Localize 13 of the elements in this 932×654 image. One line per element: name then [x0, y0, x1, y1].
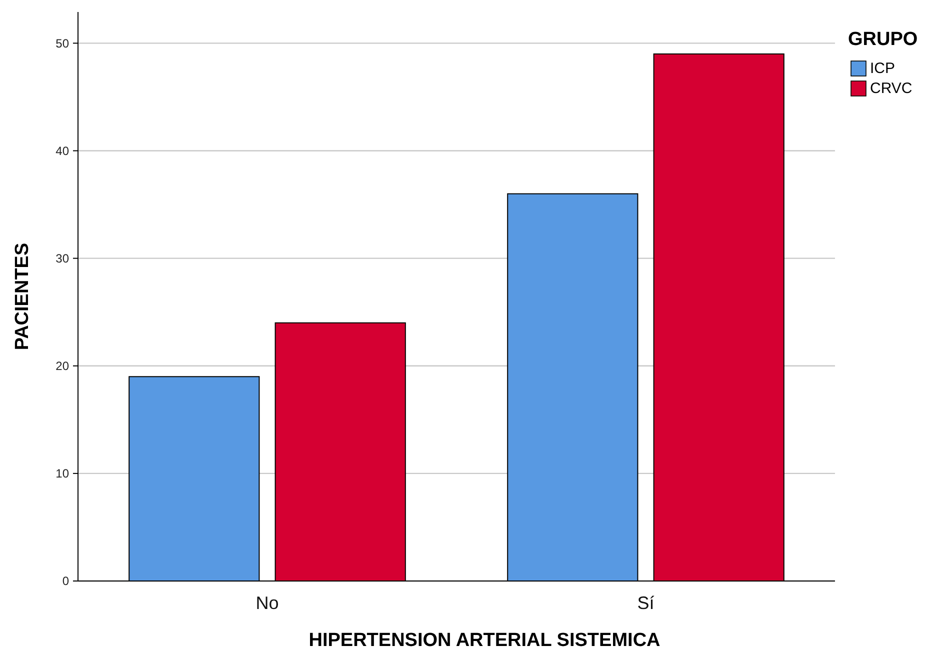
y-tick-label: 50: [56, 36, 70, 50]
legend-title: GRUPO: [848, 29, 918, 50]
y-tick-label: 30: [56, 252, 70, 266]
y-tick-label: 40: [56, 144, 70, 158]
x-tick-label: Sí: [637, 593, 654, 613]
legend-label: ICP: [870, 60, 896, 77]
y-tick-label: 20: [56, 359, 70, 374]
y-tick-label: 10: [56, 466, 70, 481]
x-axis-title: HIPERTENSION ARTERIAL SISTEMICA: [308, 630, 661, 651]
y-tick-label: 0: [62, 574, 70, 588]
y-axis-title: PACIENTES: [12, 242, 33, 350]
legend-label: CRVC: [870, 80, 912, 97]
x-tick-label: No: [256, 593, 279, 613]
